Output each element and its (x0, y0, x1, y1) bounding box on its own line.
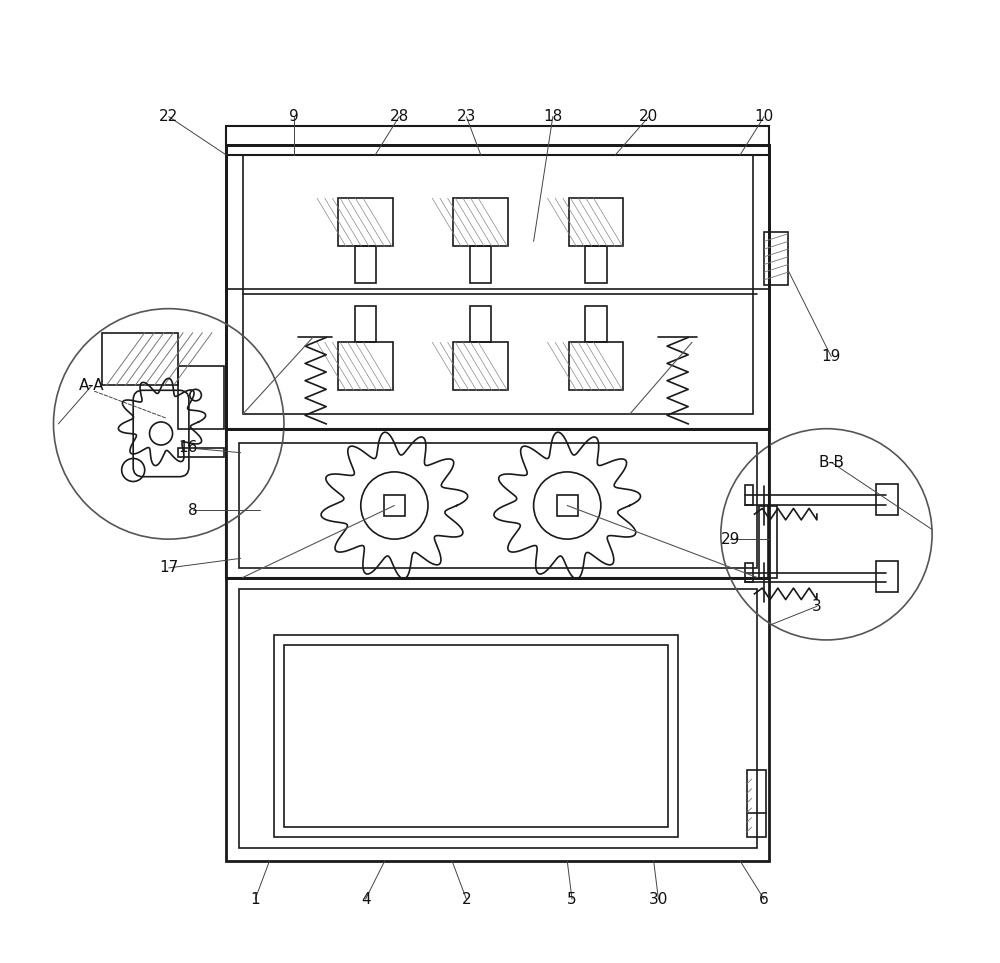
Bar (557, 495, 578, 516)
Text: 19: 19 (822, 350, 841, 364)
Bar (226, 145, 769, 429)
Text: 10: 10 (754, 109, 774, 124)
Bar (178, 366, 224, 429)
FancyBboxPatch shape (133, 390, 189, 477)
Bar (102, 332, 178, 385)
Text: 30: 30 (649, 892, 668, 907)
Bar (355, 247, 376, 283)
Text: 22: 22 (159, 109, 178, 124)
Text: 2: 2 (462, 892, 471, 907)
Bar (226, 126, 769, 155)
Bar (284, 645, 668, 827)
Bar (470, 247, 491, 283)
Bar (226, 429, 769, 578)
Text: 18: 18 (543, 109, 562, 124)
Bar (453, 342, 508, 390)
Text: 3: 3 (812, 599, 822, 613)
Bar (569, 198, 623, 247)
Bar (178, 448, 224, 457)
Bar (759, 506, 777, 578)
Text: 5: 5 (567, 892, 577, 907)
Text: 23: 23 (457, 109, 476, 124)
Bar (226, 145, 769, 429)
Text: 16: 16 (178, 440, 198, 455)
Bar (585, 306, 607, 342)
Text: 9: 9 (289, 109, 298, 124)
Bar (745, 563, 753, 583)
Bar (355, 306, 376, 342)
Bar (764, 232, 788, 285)
Bar (226, 578, 769, 861)
Text: 6: 6 (759, 892, 769, 907)
Text: A-A: A-A (79, 378, 105, 393)
Bar (274, 636, 678, 837)
Bar (745, 485, 753, 505)
Text: 4: 4 (361, 892, 370, 907)
Bar (876, 561, 898, 592)
Text: 29: 29 (721, 532, 740, 547)
Text: 28: 28 (390, 109, 409, 124)
Bar (338, 198, 393, 247)
Bar (585, 247, 607, 283)
Bar (338, 342, 393, 390)
Bar (239, 589, 757, 848)
Bar (239, 443, 757, 568)
Text: 17: 17 (159, 560, 178, 576)
Bar (470, 306, 491, 342)
Bar (384, 495, 405, 516)
Text: B-B: B-B (818, 455, 844, 470)
Bar (243, 155, 753, 414)
Text: 20: 20 (639, 109, 658, 124)
Text: 8: 8 (188, 503, 198, 518)
Bar (453, 198, 508, 247)
Bar (569, 342, 623, 390)
Bar (876, 484, 898, 515)
Bar (747, 769, 766, 837)
Text: 1: 1 (250, 892, 260, 907)
